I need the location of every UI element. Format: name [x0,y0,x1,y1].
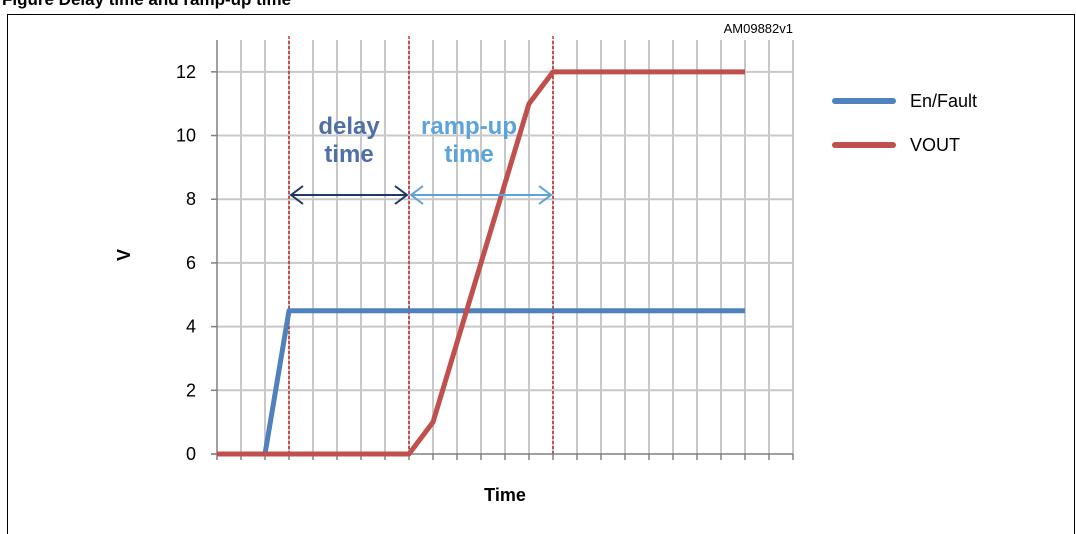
y-tick-label: 8 [186,189,196,209]
annotation-label: delay [318,113,380,140]
y-tick-label: 10 [176,126,196,146]
x-axis-label: Time [484,485,526,505]
legend-label: En/Fault [910,91,977,111]
annotation-label: time [324,141,373,168]
figure-frame [7,14,1075,534]
arrow-head-right [538,185,553,205]
series-lines [217,69,745,457]
annotation-label: time [444,141,493,168]
grid-lines [217,40,794,454]
y-tick-label: 4 [186,317,196,337]
series-line [217,69,745,457]
arrow-head-left [409,185,424,205]
annotation-label: ramp-up [421,113,517,140]
y-tick-label: 2 [186,380,196,400]
arrow-head-right [394,185,409,205]
axes [211,40,794,460]
legend-label: VOUT [910,135,960,155]
y-tick-labels: 0 2 4 6 8 10 12 [176,62,196,464]
y-tick-label: 12 [176,62,196,82]
legend: En/Fault VOUT [832,91,977,155]
figure-title-strip: Figure Delay time and ramp-up time [0,0,1076,10]
y-tick-label: 6 [186,253,196,273]
figure-code: AM09882v1 [724,21,793,36]
y-tick-label: 0 [186,444,196,464]
figure-title: Figure Delay time and ramp-up time [2,0,291,10]
y-axis-label: V [114,249,134,261]
arrow-head-left [289,185,304,205]
